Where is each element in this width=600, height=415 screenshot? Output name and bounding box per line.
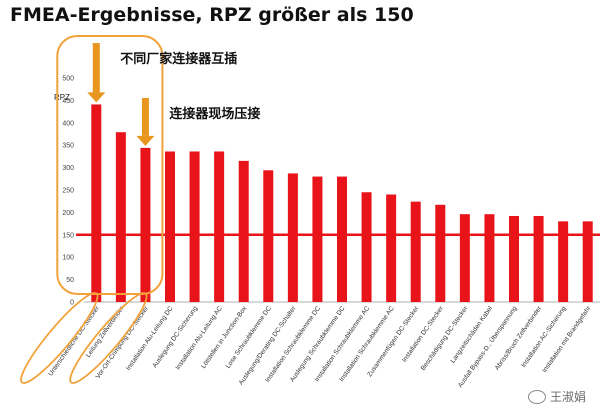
bar bbox=[386, 194, 397, 302]
bar bbox=[287, 173, 298, 302]
x-tick-label: Lose Schraubklemme DC bbox=[225, 305, 273, 370]
x-tick-label: Installation Alu-Leitung AC bbox=[175, 305, 224, 371]
y-tick-label: 0 bbox=[70, 300, 74, 307]
bar bbox=[582, 221, 593, 302]
y-tick-label: 450 bbox=[62, 98, 74, 105]
y-tick-label: 250 bbox=[62, 188, 74, 195]
watermark: 王淑娟 bbox=[527, 388, 586, 405]
watermark-text: 王淑娟 bbox=[549, 390, 586, 404]
bar bbox=[312, 176, 323, 302]
bar bbox=[509, 215, 519, 302]
x-tick-label: Abriss/Bruch Zellverbinder bbox=[494, 304, 544, 371]
y-tick-label: 100 bbox=[62, 255, 74, 262]
bar bbox=[435, 204, 446, 302]
arrow-head bbox=[136, 135, 155, 146]
arrow-head bbox=[87, 92, 106, 103]
arrow-shaft bbox=[141, 98, 149, 136]
bar bbox=[558, 221, 569, 302]
wechat-icon bbox=[527, 389, 546, 404]
bar bbox=[214, 151, 225, 302]
bar bbox=[238, 160, 249, 302]
bar bbox=[410, 201, 421, 302]
bar bbox=[263, 170, 274, 302]
bar bbox=[459, 214, 470, 302]
x-tick-label: Installation Alu-Leitung DC bbox=[125, 305, 175, 372]
page-title: FMEA-Ergebnisse, RPZ größer als 150 bbox=[10, 4, 414, 26]
x-tick-label: Zusammenfügen DC-Stecker bbox=[366, 304, 420, 378]
y-tick-label: 150 bbox=[62, 232, 74, 239]
x-tick-label: Langzeitschäden Kabel bbox=[450, 305, 495, 365]
y-tick-label: 300 bbox=[62, 165, 74, 172]
highlight-box bbox=[56, 35, 164, 295]
bar bbox=[533, 215, 544, 302]
x-tick-label: Auslegung DC-Sicherung bbox=[151, 305, 199, 369]
bar bbox=[361, 192, 372, 302]
y-tick-label: 350 bbox=[62, 143, 74, 150]
x-tick-label: Beschädigung DC-Stecker bbox=[420, 304, 470, 371]
label-highlight-oval bbox=[69, 292, 148, 384]
x-tick-label: Lötstellen in Junction-Box bbox=[200, 305, 249, 370]
label-highlight-oval bbox=[20, 292, 99, 384]
bar bbox=[165, 151, 175, 302]
y-tick-label: 50 bbox=[66, 277, 74, 284]
y-tick-label: 400 bbox=[62, 120, 74, 127]
bar bbox=[189, 151, 200, 302]
bar bbox=[91, 104, 102, 302]
y-tick-label: 500 bbox=[62, 76, 74, 83]
bar bbox=[140, 147, 151, 302]
x-tick-label: Installation mit Brandgefahr bbox=[541, 304, 593, 374]
bar bbox=[115, 132, 126, 302]
y-tick-label: 200 bbox=[62, 210, 74, 217]
annotation-label: 连接器现场压接 bbox=[169, 106, 260, 122]
x-tick-label: Installation AC-Sicherung bbox=[520, 305, 568, 369]
arrow-shaft bbox=[92, 43, 100, 93]
annotation-label: 不同厂家连接器互插 bbox=[120, 51, 237, 67]
bar bbox=[337, 176, 347, 302]
bar bbox=[484, 214, 495, 302]
y-axis-label: RPZ bbox=[54, 93, 70, 102]
